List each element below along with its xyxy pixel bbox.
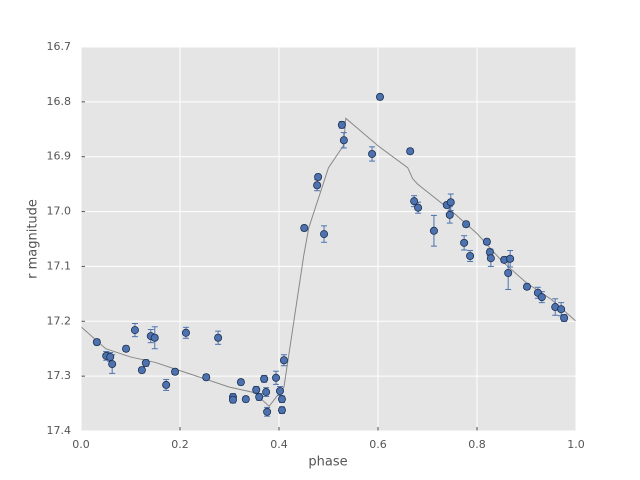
- plot-frame: [80, 46, 577, 432]
- data-point: [445, 210, 454, 219]
- x-tick-label: 0.6: [369, 438, 387, 451]
- data-point: [130, 326, 139, 335]
- x-tick-label: 0.8: [468, 438, 486, 451]
- data-point: [560, 313, 569, 322]
- data-point: [446, 198, 455, 207]
- data-point: [375, 92, 384, 101]
- x-tick-label: 1.0: [567, 438, 585, 451]
- data-point: [181, 328, 190, 337]
- data-point: [202, 373, 211, 382]
- data-point: [486, 254, 495, 263]
- data-point: [313, 181, 322, 190]
- data-point: [320, 230, 329, 239]
- data-point: [482, 237, 491, 246]
- data-point: [314, 173, 323, 182]
- y-tick-label: 16.7: [47, 40, 72, 53]
- data-point: [106, 352, 115, 361]
- data-point: [92, 338, 101, 347]
- data-point: [277, 406, 286, 415]
- data-point: [368, 149, 377, 158]
- x-tick-label: 0.4: [270, 438, 288, 451]
- data-point: [504, 269, 513, 278]
- data-point: [255, 392, 264, 401]
- data-point: [228, 395, 237, 404]
- y-tick-label: 16.8: [47, 95, 72, 108]
- data-point: [236, 378, 245, 387]
- data-point: [300, 224, 309, 233]
- x-axis-title: phase: [308, 455, 347, 470]
- data-point: [260, 374, 269, 383]
- data-point: [522, 282, 531, 291]
- data-point: [272, 373, 281, 382]
- y-tick-label: 17.0: [47, 205, 72, 218]
- data-point: [141, 358, 150, 367]
- data-point: [537, 293, 546, 302]
- data-point: [241, 395, 250, 404]
- marks: [80, 92, 577, 417]
- data-point: [263, 407, 272, 416]
- data-point: [406, 147, 415, 156]
- data-point: [337, 120, 346, 129]
- x-tick-label: 0.2: [171, 438, 189, 451]
- y-tick-label: 17.1: [47, 259, 72, 272]
- data-point: [506, 254, 515, 263]
- data-point: [137, 366, 146, 375]
- plot-area: [81, 47, 576, 431]
- data-point: [275, 386, 284, 395]
- data-point: [466, 252, 475, 261]
- data-point: [429, 226, 438, 235]
- model-line: [80, 117, 577, 408]
- y-tick-label: 16.9: [47, 150, 72, 163]
- data-point: [108, 360, 117, 369]
- data-point: [252, 385, 261, 394]
- data-point: [214, 333, 223, 342]
- data-point: [122, 344, 131, 353]
- data-point: [462, 220, 471, 229]
- x-tick-label: 0.0: [72, 438, 90, 451]
- data-point: [150, 333, 159, 342]
- y-tick-label: 17.3: [47, 369, 72, 382]
- y-tick-label: 17.2: [47, 314, 72, 327]
- data-point: [410, 197, 419, 206]
- data-point: [171, 367, 180, 376]
- data-point: [277, 395, 286, 404]
- data-point: [162, 380, 171, 389]
- data-point: [557, 305, 566, 314]
- data-point: [262, 388, 271, 397]
- y-tick-label: 17.4: [47, 424, 72, 437]
- data-point: [414, 203, 423, 212]
- data-point: [460, 238, 469, 247]
- data-point: [339, 136, 348, 145]
- data-point: [279, 356, 288, 365]
- y-axis-title: r magnitude: [26, 199, 41, 279]
